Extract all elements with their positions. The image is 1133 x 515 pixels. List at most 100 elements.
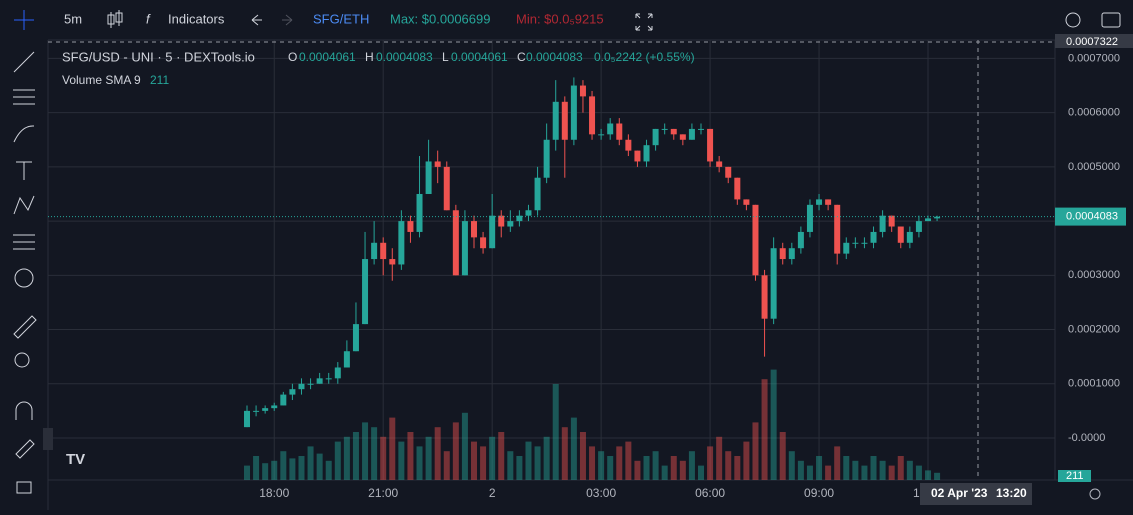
volume-bar: [834, 446, 841, 480]
volume-bar: [244, 465, 250, 480]
legend-value: 0.0004061: [299, 50, 356, 64]
brush-tool[interactable]: [13, 125, 35, 143]
volume-bar: [888, 465, 895, 480]
volume-bar: [843, 456, 850, 480]
candle-body: [362, 259, 369, 325]
crosshair-tool[interactable]: [14, 10, 34, 30]
candle-body: [861, 242, 868, 244]
last-price-label: 0.0004083: [1066, 211, 1118, 223]
lock-draw-tool[interactable]: [15, 439, 35, 459]
candle-body: [825, 199, 832, 205]
volume-bar: [679, 460, 686, 480]
volume-bar: [643, 456, 650, 480]
interval[interactable]: 5m: [64, 11, 82, 26]
volume-bar: [670, 456, 677, 480]
max-price: Max: $0.0006699: [390, 11, 490, 26]
legend-value: 0.0004083: [376, 50, 433, 64]
redo[interactable]: [282, 14, 293, 26]
legend-key: L: [442, 50, 449, 64]
volume-label: Volume SMA 9: [62, 73, 141, 87]
fx-icon[interactable]: f: [146, 11, 151, 26]
crosshair-price: 0.0007322: [1066, 36, 1118, 48]
snapshot[interactable]: [1101, 12, 1121, 28]
volume-bar: [398, 441, 405, 480]
candle-body: [652, 128, 659, 146]
volume-bar: [779, 432, 786, 480]
candle-body: [343, 351, 350, 368]
pattern-tool[interactable]: [13, 195, 35, 215]
volume-bar: [343, 436, 350, 480]
candle-icon[interactable]: [107, 10, 123, 28]
candle-body: [507, 221, 514, 227]
candle-body: [625, 139, 632, 151]
axis-settings[interactable]: [1089, 488, 1101, 500]
y-tick-label: 0.0006000: [1068, 107, 1120, 119]
zoom-tool[interactable]: [14, 352, 30, 368]
volume-bar: [743, 441, 750, 480]
candle-body: [244, 410, 250, 428]
volume-bar: [271, 460, 278, 480]
candle-body: [307, 383, 314, 385]
crosshair-clock: 13:20: [996, 486, 1027, 500]
volume-bar: [915, 465, 922, 480]
candle-body: [325, 378, 332, 380]
candle-body: [834, 204, 841, 254]
collapse-button[interactable]: [43, 428, 53, 450]
volume-bar: [507, 451, 514, 480]
volume-bar: [280, 451, 287, 480]
volume-bar: [698, 465, 704, 480]
crosshair-price-box: [1055, 34, 1133, 48]
magnet-tool[interactable]: [15, 401, 33, 420]
volume-bar: [625, 441, 632, 480]
candle-body: [271, 405, 278, 409]
candle-body: [707, 128, 714, 162]
volume-bar: [770, 369, 777, 480]
candle-body: [688, 128, 695, 140]
volume-bar: [570, 417, 577, 480]
trendline-tool[interactable]: [13, 51, 35, 73]
prediction-tool[interactable]: [13, 234, 35, 250]
volume-bar: [861, 465, 868, 480]
settings[interactable]: [1065, 12, 1081, 28]
ruler-tool[interactable]: [13, 315, 37, 339]
candle-body: [552, 101, 559, 140]
x-tick-label: 18:00: [259, 486, 289, 500]
candle-body: [289, 389, 296, 395]
volume-bar: [525, 441, 532, 480]
volume-bar: [634, 460, 641, 480]
candle-body: [634, 150, 641, 162]
candle-body: [607, 123, 614, 135]
text-tool[interactable]: [16, 161, 32, 180]
volume-bar: [389, 417, 396, 480]
candle-body: [906, 231, 913, 243]
volume-bar: [534, 446, 541, 480]
candle-body: [262, 408, 269, 411]
legend-key: C: [517, 50, 526, 64]
legend-value: 0.0004083: [526, 50, 583, 64]
candle-body: [897, 226, 904, 243]
lock-tool[interactable]: [16, 481, 32, 494]
candle-body: [371, 242, 378, 260]
volume-bar: [925, 470, 931, 480]
volume-bar: [825, 465, 832, 480]
candle-body: [253, 410, 260, 412]
indicators[interactable]: Indicators: [168, 11, 225, 26]
candle-body: [443, 166, 450, 211]
chart-title: SFG/USD - UNI · 5 · DEXTools.io: [62, 49, 255, 64]
volume-axis-label: 211: [1066, 470, 1084, 482]
candle-body: [525, 210, 532, 216]
volume-bar: [352, 432, 359, 480]
fib-tool[interactable]: [13, 89, 35, 105]
volume-bar: [253, 456, 260, 480]
emoji-tool[interactable]: [14, 268, 34, 288]
volume-bar: [725, 451, 732, 480]
candle-body: [870, 231, 877, 243]
fullscreen[interactable]: [635, 13, 653, 31]
pair[interactable]: SFG/ETH: [313, 11, 369, 26]
undo[interactable]: [251, 14, 262, 26]
legend: O 0.0004061 H 0.0004083 L 0.0004061 C 0.0004083…: [288, 50, 695, 64]
volume-bar: [543, 436, 550, 480]
volume-bar: [652, 451, 659, 480]
volume-bar: [416, 446, 423, 480]
